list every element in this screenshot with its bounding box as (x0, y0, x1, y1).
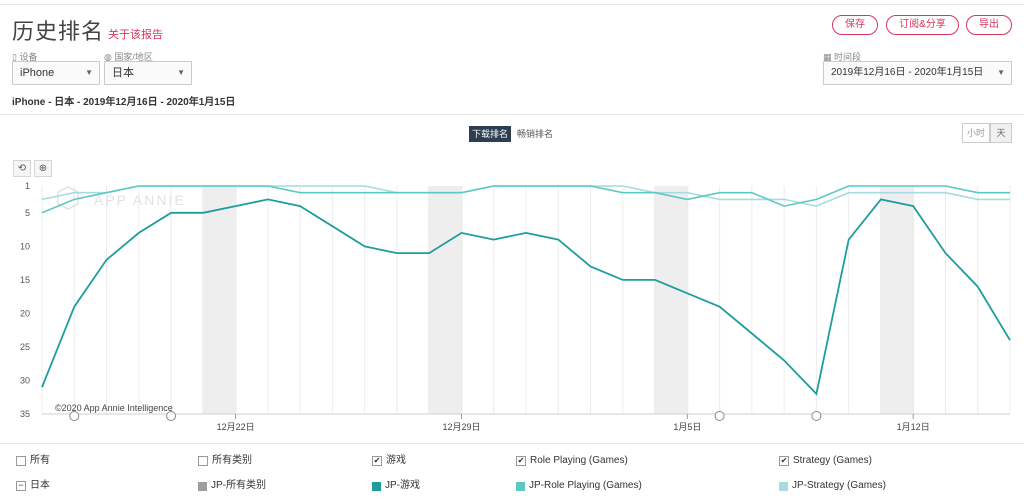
y-tick-label: 1 (25, 181, 30, 191)
checkbox-all[interactable] (16, 456, 26, 466)
device-label-text: 设备 (19, 52, 38, 62)
tab-grossing-rank[interactable]: 畅销排名 (517, 129, 554, 139)
section-divider (0, 114, 1024, 115)
legend-category-label: Strategy (Games) (793, 455, 872, 466)
copyright-text: ©2020 App Annie Intelligence (55, 403, 173, 413)
event-markers (69, 411, 822, 421)
legend-category-rpg[interactable]: ✔ Role Playing (Games) (516, 449, 628, 473)
legend-series-games[interactable]: JP-游戏 (372, 474, 420, 498)
legend-series-label: JP-所有类别 (211, 480, 266, 491)
legend-series-label: JP-Role Playing (Games) (529, 480, 642, 491)
y-tick-label: 30 (20, 375, 30, 385)
weekend-bands (202, 186, 915, 414)
about-report-link[interactable]: 关于该报告 (108, 29, 163, 41)
series-line (41, 185, 1010, 214)
series-swatch (516, 481, 525, 491)
collapse-icon[interactable]: − (16, 481, 26, 491)
top-divider (0, 4, 1024, 5)
reset-zoom-icon[interactable]: ⟲ (13, 160, 31, 177)
country-select-value: 日本 (112, 67, 134, 79)
checkbox-games[interactable]: ✔ (372, 456, 382, 466)
legend-country-japan[interactable]: − 日本 (16, 474, 50, 498)
event-marker-icon (69, 411, 80, 421)
app-annie-logo-icon (57, 186, 79, 210)
period-select[interactable]: 2019年12月16日 - 2020年1月15日 ▼ (823, 61, 1012, 85)
tab-download-rank[interactable]: 下载排名 (469, 126, 512, 142)
chevron-down-icon: ▼ (177, 68, 185, 77)
calendar-icon: ▦ (823, 52, 832, 62)
legend-category-label: 所有 (30, 455, 50, 466)
weekend-band (879, 186, 915, 414)
report-subtitle: iPhone - 日本 - 2019年12月16日 - 2020年1月15日 (12, 97, 236, 108)
legend-divider (0, 443, 1024, 444)
legend-series-row: − 日本 JP-所有类别 JP-游戏 JP-Role Playing (Game… (12, 474, 1012, 498)
y-tick-label: 20 (20, 308, 30, 318)
watermark: APP ANNIE (57, 186, 186, 210)
legend-category-strategy[interactable]: ✔ Strategy (Games) (779, 449, 872, 473)
y-tick-label: 10 (20, 241, 30, 251)
y-tick-label: 5 (25, 208, 30, 218)
country-label-text: 国家/地区 (114, 52, 153, 62)
legend-country-label: 日本 (30, 480, 50, 491)
checkbox-rpg[interactable]: ✔ (516, 456, 526, 466)
legend-series-rpg[interactable]: JP-Role Playing (Games) (516, 474, 642, 498)
device-select-value: iPhone (20, 67, 55, 79)
legend-category-row: 所有 所有类别 ✔ 游戏 ✔ Role Playing (Games) ✔ St… (12, 449, 1012, 473)
chevron-down-icon: ▼ (85, 68, 93, 77)
checkbox-strategy[interactable]: ✔ (779, 456, 789, 466)
device-label: ▯ 设备 (12, 50, 37, 63)
legend-category-all-categories[interactable]: 所有类别 (198, 449, 252, 473)
y-tick-label: 35 (20, 409, 30, 419)
legend-category-label: Role Playing (Games) (530, 455, 628, 466)
x-tick-label: 1月12日 (897, 422, 930, 432)
y-tick-label: 15 (20, 275, 30, 285)
legend-series-label: JP-游戏 (385, 480, 420, 491)
period-label: ▦ 时间段 (823, 50, 861, 63)
chevron-down-icon: ▼ (997, 68, 1005, 77)
zoom-in-icon[interactable]: ⊕ (34, 160, 52, 177)
subscribe-share-button[interactable]: 订阅&分享 (886, 15, 959, 35)
x-tick-label: 12月22日 (217, 422, 255, 432)
country-label: ◍ 国家/地区 (104, 50, 153, 63)
watermark-text: APP ANNIE (94, 192, 186, 208)
legend-category-all[interactable]: 所有 (16, 449, 50, 473)
chart-grid (41, 186, 1011, 415)
x-axis: 12月22日 12月29日 1月5日 1月12日 (217, 414, 930, 432)
country-select[interactable]: 日本 ▼ (104, 61, 192, 85)
unit-hour-toggle[interactable]: 小时 (962, 123, 990, 143)
weekend-band (654, 186, 689, 414)
event-marker-icon (166, 411, 177, 421)
period-label-text: 时间段 (834, 52, 862, 62)
unit-day-toggle[interactable]: 天 (990, 123, 1012, 143)
series-swatch (198, 481, 207, 491)
series-line (41, 198, 1011, 396)
checkbox-all-categories[interactable] (198, 456, 208, 466)
weekend-band (202, 186, 237, 414)
series-swatch (779, 481, 788, 491)
series-swatch (372, 481, 381, 491)
period-select-value: 2019年12月16日 - 2020年1月15日 (831, 67, 984, 78)
legend-series-strategy[interactable]: JP-Strategy (Games) (779, 474, 886, 498)
export-button[interactable]: 导出 (966, 15, 1012, 35)
y-tick-label: 25 (20, 342, 30, 352)
legend-category-games[interactable]: ✔ 游戏 (372, 449, 406, 473)
save-button[interactable]: 保存 (832, 15, 878, 35)
chart-series (41, 185, 1011, 396)
globe-icon: ◍ (104, 52, 112, 62)
x-tick-label: 1月5日 (673, 422, 701, 432)
legend-category-label: 游戏 (386, 455, 406, 466)
weekend-band (428, 186, 463, 414)
legend-series-all-categories[interactable]: JP-所有类别 (198, 474, 266, 498)
legend-category-label: 所有类别 (212, 455, 252, 466)
x-tick-label: 12月29日 (442, 422, 480, 432)
device-select[interactable]: iPhone ▼ (12, 61, 100, 85)
event-marker-icon (714, 411, 725, 421)
page-title: 历史排名 (12, 20, 105, 45)
device-icon: ▯ (12, 52, 17, 62)
legend-series-label: JP-Strategy (Games) (792, 480, 886, 491)
event-marker-icon (811, 411, 822, 421)
